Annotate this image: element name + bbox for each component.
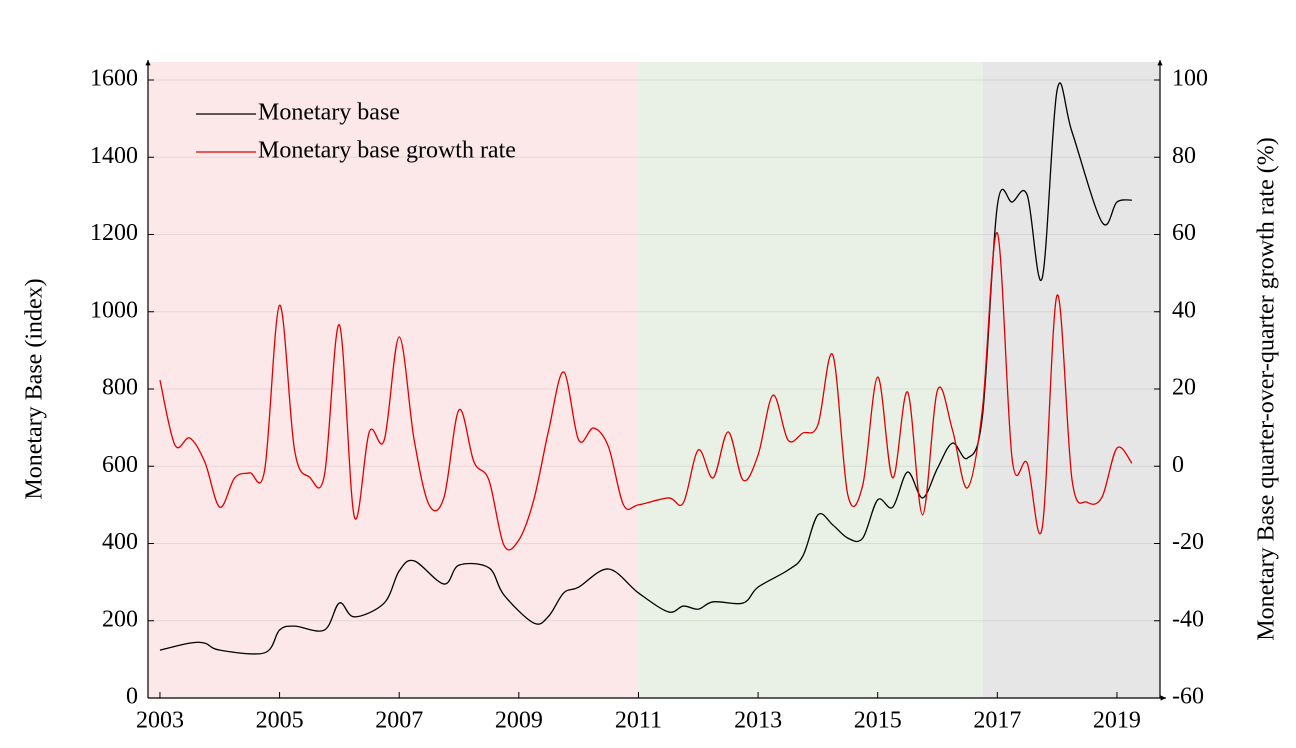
legend-label: Monetary base growth rate: [258, 138, 516, 164]
y-tick-label: 0: [126, 684, 138, 710]
legend-label: Monetary base: [258, 100, 400, 126]
y2-tick-label: 40: [1172, 297, 1196, 323]
shaded-region: [982, 62, 1160, 698]
y-axis-arrow: [145, 60, 151, 66]
y2-tick-label: 100: [1172, 66, 1208, 92]
x-axis-arrow: [1160, 695, 1166, 701]
y-tick-label: 1000: [90, 297, 138, 323]
x-tick-label: 2015: [854, 708, 902, 734]
shaded-region: [148, 62, 639, 698]
y-tick-label: 200: [102, 606, 138, 632]
y2-tick-label: -40: [1172, 606, 1204, 632]
y-tick-label: 1600: [90, 66, 138, 92]
y-tick-label: 1200: [90, 220, 138, 246]
x-tick-label: 2007: [375, 708, 423, 734]
x-tick-label: 2019: [1093, 708, 1141, 734]
shaded-region: [638, 62, 983, 698]
x-tick-label: 2005: [256, 708, 304, 734]
y2-tick-label: 80: [1172, 143, 1196, 169]
y2-axis-arrow: [1157, 60, 1163, 66]
x-tick-label: 2011: [615, 708, 662, 734]
y-tick-label: 1400: [90, 143, 138, 169]
y2-tick-label: -20: [1172, 529, 1204, 555]
y2-tick-label: 20: [1172, 375, 1196, 401]
y-axis-label: Monetary Base (index): [22, 278, 48, 499]
y-tick-label: 800: [102, 375, 138, 401]
y2-tick-label: -60: [1172, 684, 1204, 710]
y-tick-label: 600: [102, 452, 138, 478]
y2-tick-label: 0: [1172, 452, 1184, 478]
y2-axis-label: Monetary Base quarter-over-quarter growt…: [1254, 137, 1280, 640]
series-line: [159, 232, 1133, 551]
x-tick-label: 2009: [495, 708, 543, 734]
y-tick-label: 400: [102, 529, 138, 555]
y2-tick-label: 60: [1172, 220, 1196, 246]
x-tick-label: 2013: [734, 708, 782, 734]
x-tick-label: 2003: [136, 708, 184, 734]
series-line: [159, 82, 1132, 655]
x-tick-label: 2017: [973, 708, 1021, 734]
